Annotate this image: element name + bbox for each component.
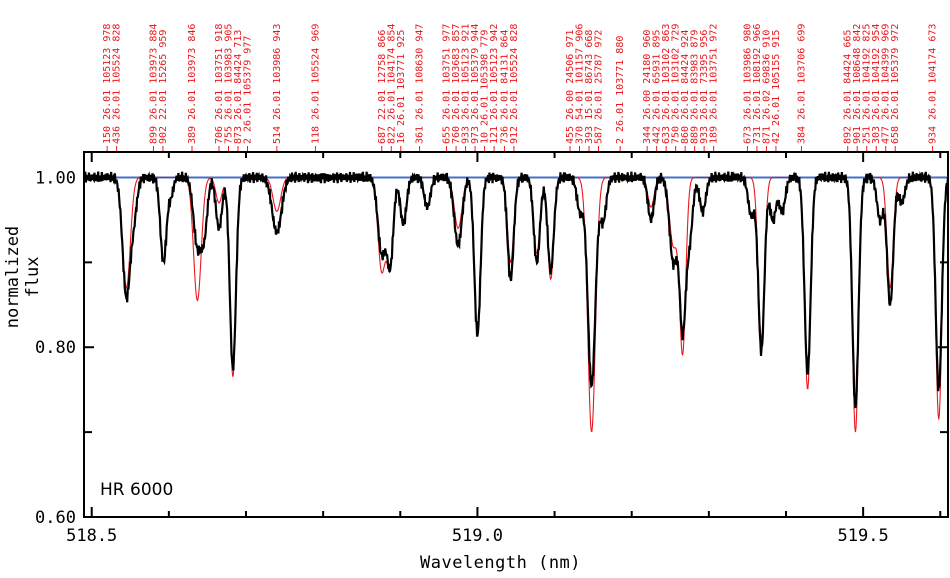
line-id-label: 755 26.01 103983 905 [224, 24, 235, 144]
line-id-label: 389 26.01 103973 846 [187, 24, 198, 144]
y-tick-label: 1.00 [35, 168, 76, 188]
line-id-label: 42 26.01 105155 915 [771, 30, 782, 144]
line-id-label: 912 26.01 105524 828 [509, 24, 520, 144]
line-id-label: 736 26.01 84131 864 [499, 30, 510, 144]
observed-spectrum-line [82, 170, 950, 409]
line-id-label: 16 26.01 103771 925 [396, 30, 407, 144]
line-id-label: 442 26.01 65931 895 [652, 30, 663, 144]
line-id-label: 370 54.01 101157 906 [575, 24, 586, 144]
line-id-label: 189 26.01 103751 972 [709, 24, 720, 144]
x-tick-label: 519.5 [838, 526, 889, 546]
line-id-label: 860 26.01 84424 924 [680, 30, 691, 144]
line-id-label: 455 26.00 24506 971 [565, 30, 576, 144]
line-id-label: 118 26.01 105524 969 [310, 24, 321, 144]
plot-border [83, 151, 949, 518]
star-annotation: HR 6000 [100, 480, 174, 500]
line-id-label: 934 26.01 104174 673 [928, 24, 939, 144]
line-id-label: 2 26.01 103771 880 [615, 36, 626, 144]
line-id-label: 514 26.01 103986 943 [272, 24, 283, 144]
line-id-label: 393 15.01 86743 668 [584, 30, 595, 144]
line-id-label: 121 26.01 105123 942 [489, 24, 500, 144]
line-id-label: 477 26.01 104399 969 [881, 24, 892, 144]
line-id-label: 655 26.01 103751 977 [442, 24, 453, 144]
line-id-label: 2 26.01 105379 977 [243, 36, 254, 144]
y-tick-label: 0.60 [35, 508, 76, 528]
line-id-label: 361 26.01 108630 947 [415, 24, 426, 144]
x-tick-label: 519.0 [452, 526, 503, 546]
line-id-label: 706 26.01 103751 918 [214, 24, 225, 144]
line-id-label: 933 26.01 105123 921 [461, 24, 472, 144]
line-id-label: 871 26.02 69836 910 [761, 30, 772, 144]
line-id-label: 933 26.01 73395 956 [699, 30, 710, 144]
line-id-label: 251 26.01 104192 825 [862, 24, 873, 144]
line-id-label: 658 26.01 105379 972 [890, 24, 901, 144]
line-id-label: 902 22.01 15265 959 [158, 30, 169, 144]
line-id-label: 889 26.01 83983 879 [690, 30, 701, 144]
line-id-label: 873 26.01 84424 713 [233, 30, 244, 144]
line-id-label: 760 26.01 103683 857 [451, 24, 462, 144]
line-id-label: 10 26.01 105398 779 [480, 30, 491, 144]
line-id-label: 750 26.01 103102 729 [671, 24, 682, 144]
line-id-label: 384 26.01 103706 699 [796, 24, 807, 144]
y-tick-label: 0.80 [35, 338, 76, 358]
axis-ticks: 518.5 519.0 519.5 0.60 0.80 1.00 [35, 152, 948, 546]
series-layer [82, 170, 950, 433]
line-id-label: 436 26.01 105524 828 [112, 24, 123, 144]
line-id-label: 973 26.01 105379 944 [470, 24, 481, 144]
line-id-label: 150 26.01 105123 978 [102, 24, 113, 144]
line-id-label: 587 26.01 25787 972 [594, 30, 605, 144]
x-tick-label: 518.5 [66, 526, 117, 546]
line-id-label: 731 26.01 108192 966 [752, 24, 763, 144]
line-id-label: 901 26.01 108648 842 [852, 24, 863, 144]
line-id-label: 303 26.01 104192 954 [871, 24, 882, 144]
line-id-label: 899 26.01 103973 884 [148, 24, 159, 144]
y-axis-label: normalized flux [3, 225, 43, 329]
line-id-label: 344 26.00 24180 960 [642, 30, 653, 144]
line-id-label: 633 26.01 103102 863 [661, 24, 672, 144]
line-id-label: 892 26.01 84424 665 [843, 30, 854, 144]
line-id-label: 687 22.01 12758 866 [377, 30, 388, 144]
plot-frame [83, 151, 949, 518]
line-id-label: 822 26.01 104174 854 [386, 24, 397, 144]
line-id-label: 673 26.01 103986 980 [742, 24, 753, 144]
x-axis-label: Wavelength (nm) [420, 553, 582, 573]
